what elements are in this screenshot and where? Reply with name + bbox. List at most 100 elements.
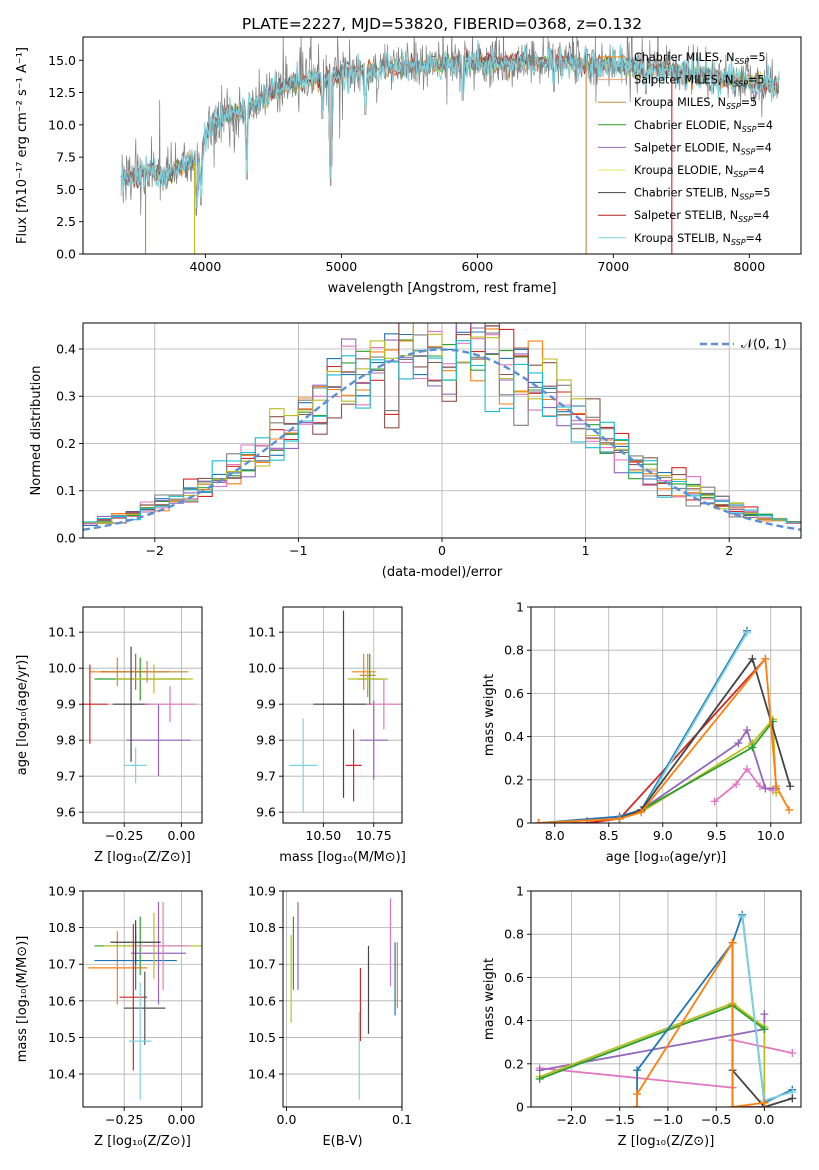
x-tick-label: −0.25 [105,828,143,843]
mass-weight-line [539,1014,766,1072]
y-tick-label: 0.4 [56,341,76,356]
errorbar-point [365,679,402,730]
x-tick-label: −2 [146,543,164,558]
mass-weight-marker [748,743,757,752]
y-tick-label: 0.8 [504,927,524,942]
x-tick-label: −0.5 [701,1112,731,1127]
errorbar-point [359,700,388,780]
y-tick-label: 10.0 [48,661,76,676]
x-tick-label: 9.5 [707,828,727,843]
x-axis-label: Z [log₁₀(Z/Z⊙)] [94,850,191,865]
mass-weight-marker [786,782,795,791]
y-tick-label: 7.5 [56,150,76,165]
spectrum-legend: Chabrier MILES, NSSP=5 Salpeter MILES, NS… [598,51,773,247]
y-tick-label: 0.6 [504,686,524,701]
y-tick-label: 0.4 [504,729,524,744]
axes-frame [530,606,802,824]
residual-histogram [83,323,801,524]
y-tick-label: 10.0 [248,661,276,676]
errorbar-point [345,729,362,802]
plot-area [289,610,402,813]
y-tick-label: 9.8 [256,733,276,748]
mass-weight-marker [743,765,751,773]
mass-weight-line [741,916,793,1102]
errorbar-point [83,664,109,744]
x-tick-label: 7000 [597,259,629,274]
mass-weight-marker [738,912,747,921]
mass-weight-marker [633,1103,642,1107]
y-tick-label: 10.9 [248,884,276,899]
figure-title: PLATE=2227, MJD=53820, FIBERID=0368, z=0… [242,15,642,33]
y-axis-label: Flux [fλ10⁻¹⁷ erg cm⁻² s⁻¹ A⁻¹] [15,47,30,244]
y-tick-label: 0.3 [56,389,76,404]
y-tick-label: 10.4 [248,1067,276,1082]
x-tick-label: 10.50 [305,828,341,843]
mass-weight-marker [772,782,781,791]
x-axis-label: mass [log₁₀(M/M⊙)] [279,850,406,865]
normal-reference-curve [83,348,801,531]
mass-weight-line [538,656,790,823]
x-tick-label: 8000 [733,259,765,274]
y-tick-label: 0.8 [504,643,524,658]
y-tick-label: 10.6 [48,993,76,1008]
mass-weight-line [538,630,748,823]
residual-histogram [83,340,801,523]
mass-weight-marker [748,654,757,663]
x-tick-label: 5000 [325,259,357,274]
x-axis-label: age [log₁₀(age/yr)] [606,850,727,865]
y-tick-label: 12.5 [48,85,76,100]
axes-frame [530,890,802,1108]
mass-weight-marker [743,628,751,637]
y-tick-label: 0.2 [504,772,524,787]
y-tick-label: 9.9 [256,697,276,712]
y-tick-label: 10.8 [48,920,76,935]
errorbar-point [313,610,374,798]
x-tick-label: −2.0 [556,1112,586,1127]
errorbar-point [131,901,186,1005]
x-tick-label: 6000 [461,259,493,274]
errorbar-point [124,747,148,784]
legend-label: Kroupa STELIB, NSSP=4 [634,232,762,247]
plot-area [534,626,795,823]
y-tick-label: 10.5 [48,1030,76,1045]
y-axis-label: Normed distribution [29,366,44,496]
mass-weight-marker [760,1010,769,1019]
mass-weight-marker [743,726,751,735]
mass-weight-marker [615,814,624,823]
errorbar-point [289,718,318,813]
y-axis-label: mass [log₁₀(M/M⊙)] [15,936,30,1063]
y-tick-label: 10.1 [48,625,76,640]
mass-weight-line [539,1002,766,1107]
y-tick-label: 0.2 [56,436,76,451]
y-axis-label: mass weight [482,674,497,756]
y-tick-label: 10.5 [248,1030,276,1045]
axes-frame [282,890,403,1108]
mass-weight-marker [633,1066,642,1075]
axes-frame [82,36,802,255]
legend-label: Chabrier ELODIE, NSSP=4 [634,119,773,134]
plot-area [120,37,780,254]
weight-vs-age-chart: 8.0 8.5 9.0 9.5 10.0 0 0.2 0.4 0.6 0.8 1 age [log₁₀… [482,600,802,865]
y-tick-label: 10.6 [248,993,276,1008]
x-tick-label: 8.5 [599,828,619,843]
mass-vs-ebv-chart: 0.0 0.1 10.4 10.5 10.6 10.7 10.8 10.9 E(B-V) [248,884,412,1150]
mass-weight-marker [728,938,737,947]
x-tick-label: −0.25 [105,1112,143,1127]
y-tick-label: 5.0 [56,182,76,197]
mass-vs-Z-chart: −0.25 0.00 10.4 10.5 10.6 10.7 10.8 10.9 Z [log₁… [15,884,203,1149]
legend-label: Salpeter MILES, NSSP=5 [634,74,765,89]
y-tick-label: 10.4 [48,1067,76,1082]
errorbar-point [119,923,148,1071]
x-tick-label: 2 [725,543,733,558]
x-tick-label: 10.75 [356,828,392,843]
y-axis-label: mass weight [482,958,497,1040]
x-axis-label: Z [log₁₀(Z/Z⊙)] [94,1134,191,1149]
mass-weight-marker [785,806,794,815]
x-tick-label: 10.0 [757,828,785,843]
x-axis-label: E(B-V) [322,1134,362,1149]
x-tick-label: −1 [289,543,307,558]
x-tick-label: 1 [582,543,590,558]
mass-weight-line [636,939,766,1107]
mass-weight-marker [761,654,770,663]
legend-label: Chabrier MILES, NSSP=5 [634,51,766,66]
